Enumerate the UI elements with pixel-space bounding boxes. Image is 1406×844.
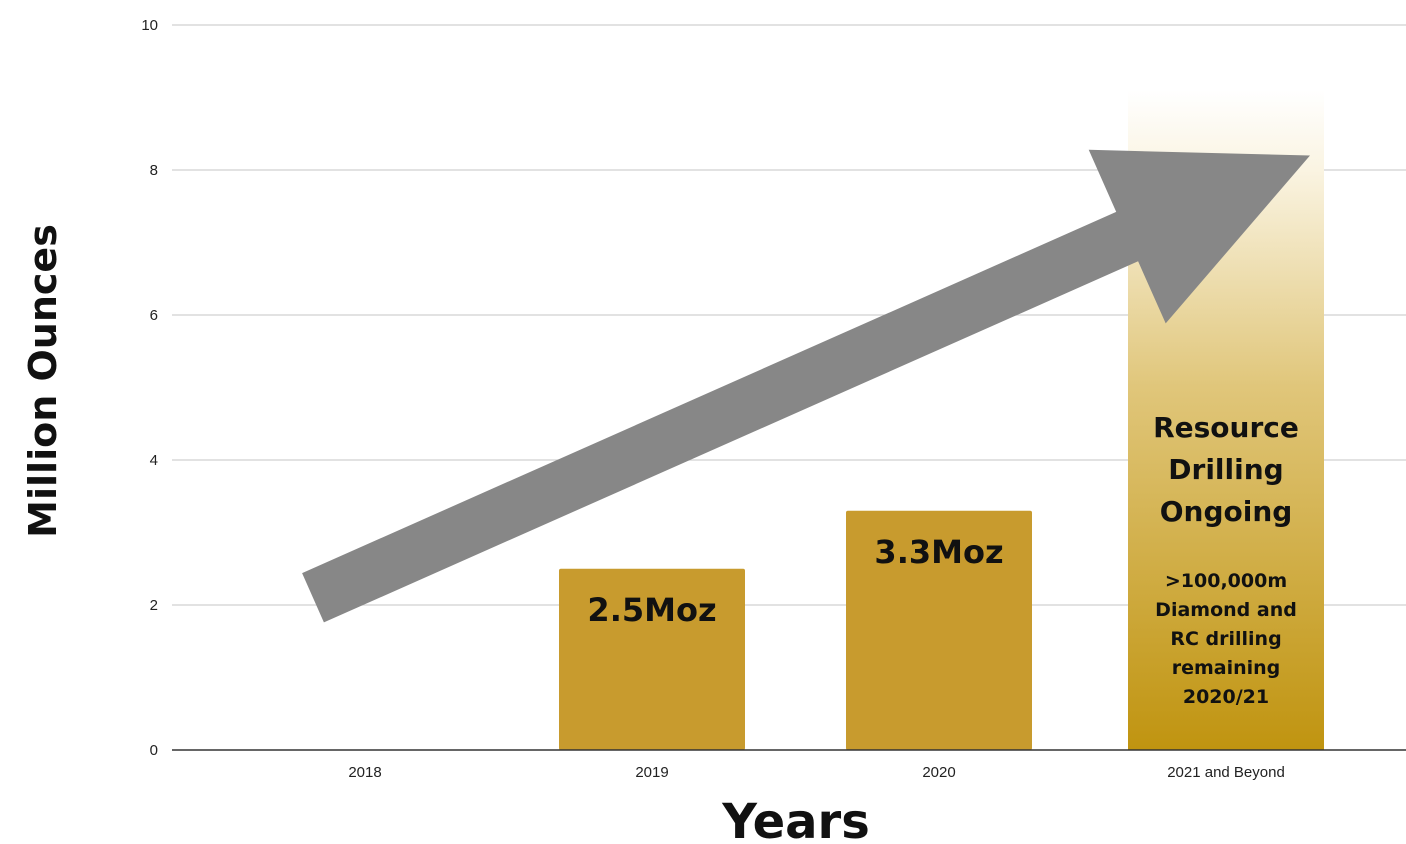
y-tick-label-0: 0	[150, 742, 158, 759]
x-axis-title: Years	[721, 794, 870, 844]
y-axis-ticks: 0 2 4 6 8 10	[141, 17, 158, 759]
x-axis-ticks: 2018 2019 2020 2021 and Beyond	[172, 749, 1406, 781]
y-tick-label-6: 6	[150, 307, 158, 324]
x-tick-label-2018: 2018	[348, 764, 381, 781]
y-axis-title: Million Ounces	[21, 224, 65, 538]
projected-note-line: Diamond and	[1155, 599, 1297, 621]
x-tick-label-2019: 2019	[635, 764, 668, 781]
bars: 2.5Moz 3.3Moz Resource Drilling Ongoing >100,…	[559, 90, 1324, 750]
projected-note-line: RC drilling	[1170, 628, 1281, 650]
bar-2019	[559, 568, 745, 750]
y-tick-label-10: 10	[141, 17, 158, 34]
bar-label-2020: 3.3Moz	[874, 533, 1003, 571]
projected-heading-line: Ongoing	[1160, 495, 1293, 528]
bar-label-2019: 2.5Moz	[587, 591, 716, 629]
bar-2020	[846, 510, 1032, 750]
projected-note-line: >100,000m	[1165, 570, 1287, 592]
projected-note-line: remaining	[1172, 657, 1281, 679]
projected-heading-line: Drilling	[1168, 453, 1283, 486]
trend-arrow	[302, 149, 1311, 623]
y-tick-label-4: 4	[150, 452, 158, 469]
x-tick-label-2021 and Beyond: 2021 and Beyond	[1167, 764, 1285, 781]
projected-heading-line: Resource	[1153, 411, 1299, 444]
projected-note-line: 2020/21	[1183, 686, 1269, 708]
y-tick-label-2: 2	[150, 597, 158, 614]
y-tick-label-8: 8	[150, 162, 158, 179]
x-tick-label-2020: 2020	[922, 764, 955, 781]
trend-arrow-layer	[302, 149, 1311, 623]
